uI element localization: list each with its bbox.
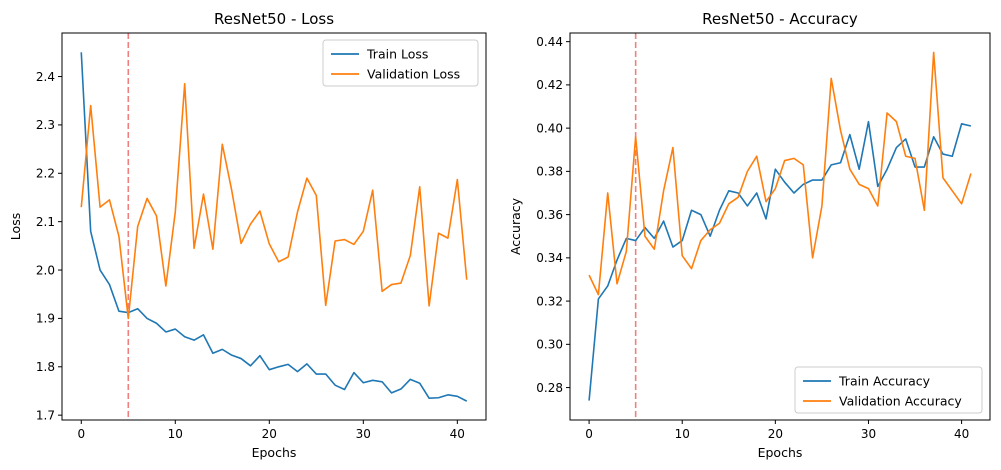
loss-y-tick-label: 1.7: [36, 408, 55, 422]
loss-y-tick-label: 2.3: [36, 118, 55, 132]
accuracy-y-tick-label: 0.42: [536, 78, 563, 92]
loss-x-axis-label: Epochs: [252, 445, 297, 460]
accuracy-chart: ResNet50 - Accuracy 0 10 20 30 40 0.28 0.30 0.32…: [508, 10, 991, 460]
accuracy-x-axis-label: Epochs: [758, 445, 803, 460]
accuracy-x-tick-label: 40: [954, 427, 969, 441]
loss-series-validation-line: [80, 82, 468, 320]
loss-x-tick-label: 20: [262, 427, 277, 441]
loss-y-tick-label: 1.8: [36, 360, 55, 374]
accuracy-legend-label-train: Train Accuracy: [838, 374, 931, 389]
loss-chart-title: ResNet50 - Loss: [214, 10, 334, 28]
accuracy-y-tick-label: 0.28: [536, 381, 563, 395]
loss-y-tick-label: 2.2: [36, 167, 55, 181]
loss-y-tick-label: 2.0: [36, 263, 55, 277]
accuracy-y-axis-label: Accuracy: [508, 197, 523, 255]
accuracy-y-tick-label: 0.44: [536, 35, 563, 49]
loss-y-tick-label: 2.1: [36, 215, 55, 229]
loss-x-tick-label: 40: [450, 427, 465, 441]
loss-x-tick-label: 30: [356, 427, 371, 441]
accuracy-y-tick-label: 0.36: [536, 208, 563, 222]
loss-chart: ResNet50 - Loss 0 10 20 30 40 1.7 1.8 1.9 2.0 2.1 2…: [8, 10, 487, 460]
accuracy-y-tick-label: 0.34: [536, 251, 563, 265]
accuracy-legend: Train Accuracy Validation Accuracy: [794, 366, 983, 414]
loss-legend-label-train: Train Loss: [366, 47, 428, 62]
loss-plot-frame: [61, 32, 487, 421]
loss-legend-label-validation: Validation Loss: [367, 67, 460, 82]
accuracy-y-tick-label: 0.40: [536, 121, 563, 135]
loss-series-train-line: [80, 52, 468, 402]
accuracy-plot-frame: [569, 32, 991, 421]
accuracy-y-tick-label: 0.32: [536, 294, 563, 308]
accuracy-x-tick-label: 10: [675, 427, 690, 441]
loss-y-tick-label: 1.9: [36, 312, 55, 326]
accuracy-x-tick-label: 0: [585, 427, 593, 441]
loss-legend-box: [322, 39, 479, 87]
loss-legend: Train Loss Validation Loss: [322, 39, 479, 87]
accuracy-legend-label-validation: Validation Accuracy: [839, 394, 962, 409]
loss-x-tick-label: 10: [168, 427, 183, 441]
loss-y-tick-label: 2.4: [36, 70, 55, 84]
accuracy-legend-box: [794, 366, 983, 414]
accuracy-y-tick-label: 0.38: [536, 165, 563, 179]
loss-x-tick-label: 0: [77, 427, 85, 441]
accuracy-y-tick-label: 0.30: [536, 338, 563, 352]
accuracy-series-validation-line: [588, 51, 972, 296]
loss-y-axis-label: Loss: [8, 213, 23, 240]
accuracy-x-tick-label: 20: [768, 427, 783, 441]
accuracy-series-train-line: [588, 120, 972, 401]
accuracy-chart-title: ResNet50 - Accuracy: [702, 10, 858, 28]
accuracy-x-tick-label: 30: [861, 427, 876, 441]
